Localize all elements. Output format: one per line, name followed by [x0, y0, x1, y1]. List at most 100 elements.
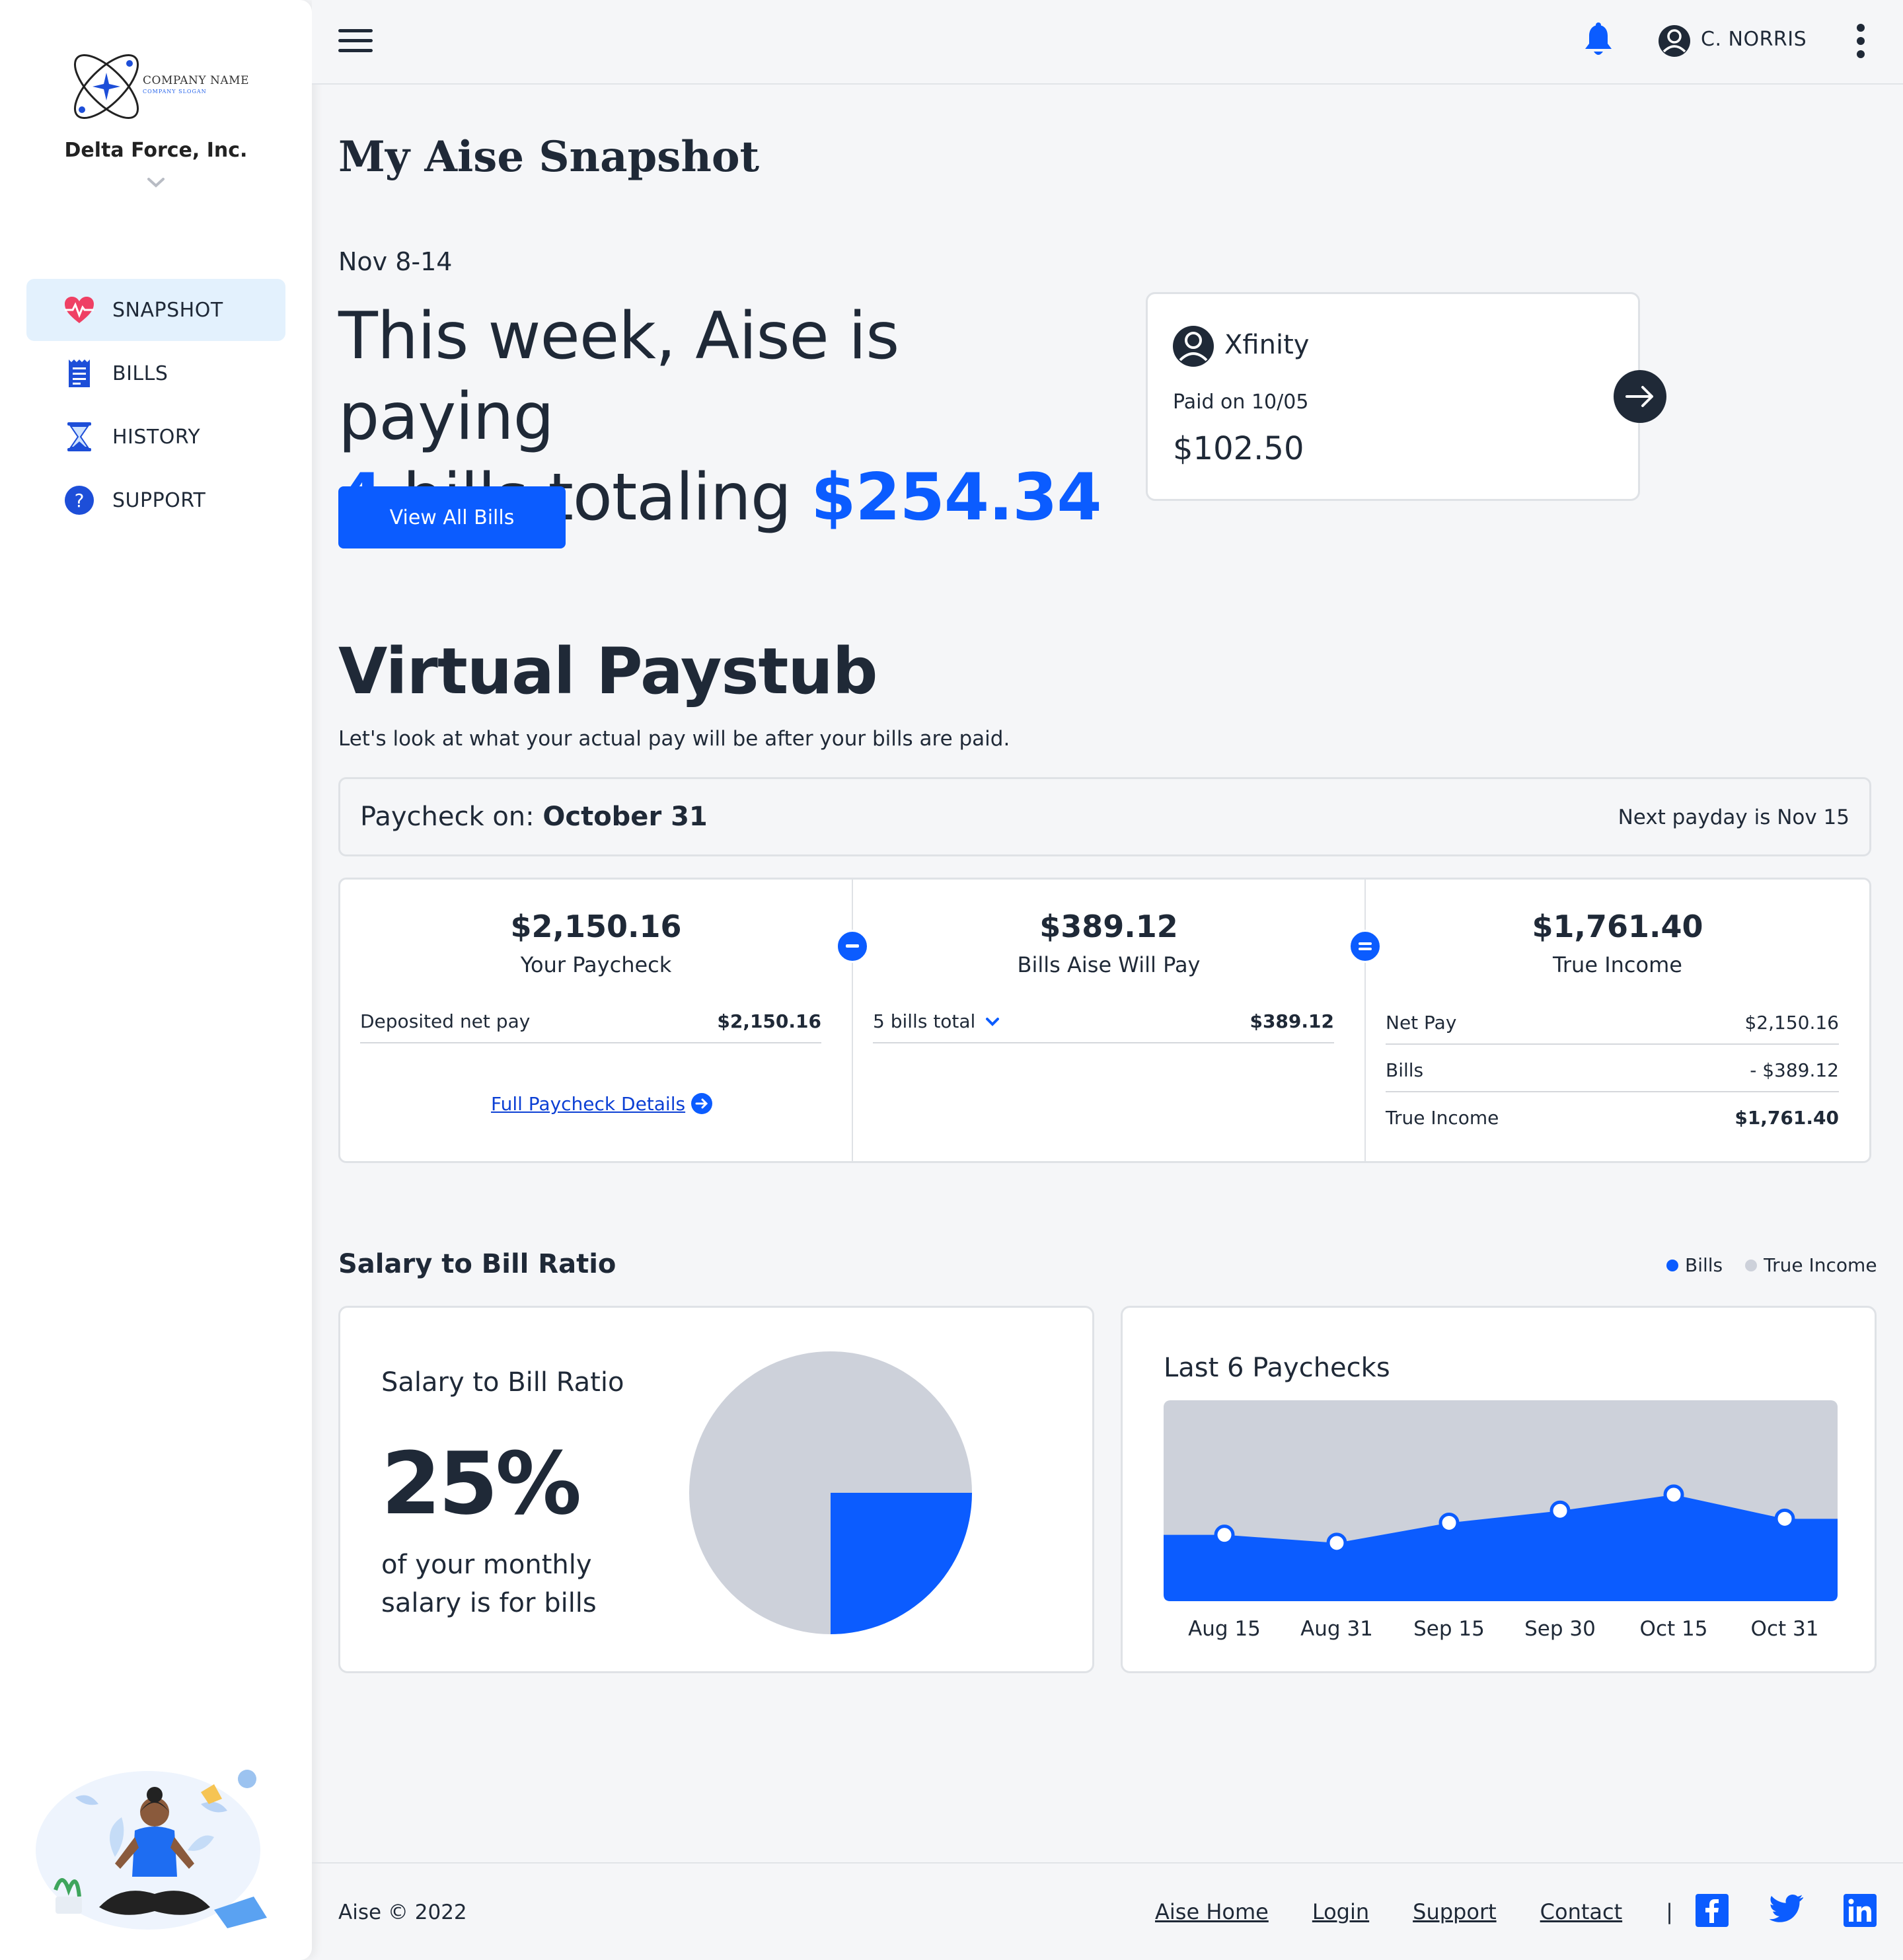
- x-tick-label: Sep 30: [1524, 1617, 1596, 1641]
- next-payday: Next payday is Nov 15: [1618, 806, 1849, 829]
- view-all-bills-button[interactable]: View All Bills: [338, 486, 566, 548]
- legend-label: True Income: [1764, 1254, 1877, 1276]
- bill-paid-date: Paid on 10/05: [1173, 391, 1309, 414]
- company-logo: COMPANY NAME COMPANY SLOGAN: [63, 44, 262, 130]
- paycheck-date-bar: Paycheck on: October 31 Next payday is N…: [338, 777, 1871, 856]
- atom-logo-icon: [73, 54, 139, 120]
- paystub-title: Virtual Paystub: [338, 634, 877, 708]
- true-income-amount: $1,761.40: [1532, 909, 1703, 944]
- paycheck-label-text: Paycheck on:: [360, 802, 535, 832]
- sidebar-item-label: SNAPSHOT: [112, 298, 223, 322]
- x-tick-label: Aug 31: [1300, 1617, 1373, 1641]
- footer: Aise © 2022 Aise Home Login Support Cont…: [312, 1862, 1903, 1960]
- row-value: - $389.12: [1750, 1059, 1839, 1081]
- company-switcher-chevron-icon[interactable]: [147, 177, 165, 192]
- footer-link-contact[interactable]: Contact: [1540, 1899, 1623, 1924]
- bills-total-label: 5 bills total: [873, 1010, 976, 1032]
- sidebar-nav: SNAPSHOT BILLS: [26, 279, 285, 533]
- paystub-subtitle: Let's look at what your actual pay will …: [338, 727, 1010, 751]
- logo-company-text: COMPANY NAME: [143, 74, 249, 87]
- sidebar-item-label: SUPPORT: [112, 488, 206, 512]
- paycheck-date: October 31: [542, 802, 708, 832]
- user-avatar-icon[interactable]: [1657, 24, 1692, 61]
- data-point[interactable]: [1214, 1525, 1235, 1546]
- trend-card: Last 6 Paychecks Aug 15 Aug 31 Sep 15 Sep 3…: [1121, 1306, 1877, 1673]
- sidebar-item-bills[interactable]: BILLS: [26, 342, 285, 404]
- bills-column: $389.12 Bills Aise Will Pay 5 bills tota…: [853, 880, 1366, 1161]
- company-name: Delta Force, Inc.: [64, 139, 248, 162]
- bill-total: $254.34: [811, 460, 1101, 535]
- sidebar-item-history[interactable]: HISTORY: [26, 406, 285, 468]
- meditation-illustration: [36, 1764, 280, 1936]
- bills-amount: $389.12: [1039, 909, 1178, 944]
- bills-area: [1164, 1494, 1838, 1601]
- x-tick-label: Aug 15: [1188, 1617, 1261, 1641]
- full-paycheck-details-link[interactable]: Full Paycheck Details: [491, 1092, 713, 1115]
- receipt-icon: [63, 358, 95, 389]
- pie-slice-bills: [831, 1493, 972, 1634]
- sidebar-item-snapshot[interactable]: SNAPSHOT: [26, 279, 285, 341]
- x-tick-label: Sep 15: [1413, 1617, 1485, 1641]
- data-point[interactable]: [1774, 1508, 1795, 1529]
- headline-prefix: This week, Aise is paying: [338, 299, 899, 455]
- true-income-column: $1,761.40 True Income Net Pay $2,150.16 …: [1366, 880, 1869, 1161]
- footer-link-login[interactable]: Login: [1312, 1899, 1370, 1924]
- ratio-percent: 25%: [381, 1433, 581, 1534]
- hourglass-icon: [63, 421, 95, 453]
- sidebar: COMPANY NAME COMPANY SLOGAN Delta Force,…: [0, 0, 312, 1960]
- footer-links: Aise Home Login Support Contact |: [1155, 1899, 1717, 1924]
- x-tick-label: Oct 15: [1640, 1617, 1708, 1641]
- footer-separator: |: [1666, 1899, 1673, 1924]
- bills-caption: Bills Aise Will Pay: [1017, 952, 1201, 977]
- ratio-card: Salary to Bill Ratio 25% of your monthly…: [338, 1306, 1094, 1673]
- paycheck-column: $2,150.16 Your Paycheck Deposited net pa…: [340, 880, 853, 1161]
- twitter-icon[interactable]: [1769, 1894, 1804, 1926]
- legend-swatch: [1666, 1259, 1678, 1271]
- payee-avatar-icon: [1172, 324, 1215, 371]
- linkedin-icon[interactable]: [1844, 1894, 1877, 1930]
- data-point[interactable]: [1549, 1500, 1571, 1521]
- equals-icon: [1349, 930, 1382, 963]
- recent-bill-card[interactable]: Xfinity Paid on 10/05 $102.50: [1146, 292, 1640, 501]
- true-income-row: True Income $1,761.40: [1386, 1092, 1839, 1140]
- x-tick-label: Oct 31: [1751, 1617, 1819, 1641]
- bills-total-toggle[interactable]: 5 bills total: [873, 1010, 1000, 1032]
- legend-item-bills: Bills: [1666, 1254, 1723, 1276]
- row-label: Bills: [1386, 1059, 1424, 1081]
- trend-title: Last 6 Paychecks: [1164, 1353, 1390, 1383]
- data-point[interactable]: [1663, 1484, 1684, 1505]
- bills-deduction-row: Bills - $389.12: [1386, 1045, 1839, 1092]
- paycheck-row: Deposited net pay $2,150.16: [360, 996, 821, 1043]
- more-vertical-icon[interactable]: [1853, 24, 1869, 59]
- legend-swatch: [1745, 1259, 1758, 1271]
- details-link-label: Full Paycheck Details: [491, 1092, 686, 1115]
- row-label: Deposited net pay: [360, 1010, 531, 1032]
- paycheck-area-chart: Aug 15 Aug 31 Sep 15 Sep 30 Oct 15 Oct 31: [1164, 1400, 1838, 1641]
- bell-icon[interactable]: [1583, 22, 1614, 61]
- legend-label: Bills: [1685, 1254, 1723, 1276]
- ratio-section-title: Salary to Bill Ratio: [338, 1249, 616, 1279]
- bill-payee: Xfinity: [1224, 330, 1310, 360]
- net-pay-row: Net Pay $2,150.16: [1386, 997, 1839, 1045]
- week-range: Nov 8-14: [338, 247, 453, 276]
- sidebar-item-support[interactable]: ? SUPPORT: [26, 469, 285, 531]
- row-value: $389.12: [1250, 1010, 1334, 1032]
- footer-link-support[interactable]: Support: [1413, 1899, 1497, 1924]
- footer-link-home[interactable]: Aise Home: [1155, 1899, 1269, 1924]
- copyright: Aise © 2022: [338, 1901, 467, 1924]
- chevron-down-icon: [986, 1018, 1000, 1026]
- row-value: $2,150.16: [717, 1010, 821, 1032]
- paycheck-caption: Your Paycheck: [520, 952, 672, 977]
- user-name[interactable]: C. NORRIS: [1701, 28, 1807, 51]
- sidebar-item-label: BILLS: [112, 361, 168, 385]
- heart-pulse-icon: [63, 294, 95, 326]
- salary-bill-pie-chart: [689, 1351, 972, 1634]
- data-point[interactable]: [1326, 1532, 1347, 1554]
- facebook-icon[interactable]: [1696, 1894, 1729, 1930]
- next-bill-arrow-icon[interactable]: [1612, 369, 1668, 427]
- menu-icon[interactable]: [338, 29, 373, 56]
- minus-icon: [836, 930, 869, 963]
- data-point[interactable]: [1438, 1512, 1460, 1533]
- bill-amount: $102.50: [1173, 430, 1304, 467]
- svg-text:?: ?: [75, 490, 85, 511]
